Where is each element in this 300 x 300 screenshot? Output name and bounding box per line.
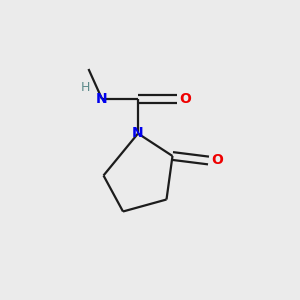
Text: N: N <box>132 127 144 140</box>
Text: O: O <box>211 154 223 167</box>
Text: H: H <box>81 81 90 94</box>
Text: N: N <box>96 92 108 106</box>
Text: O: O <box>179 92 191 106</box>
